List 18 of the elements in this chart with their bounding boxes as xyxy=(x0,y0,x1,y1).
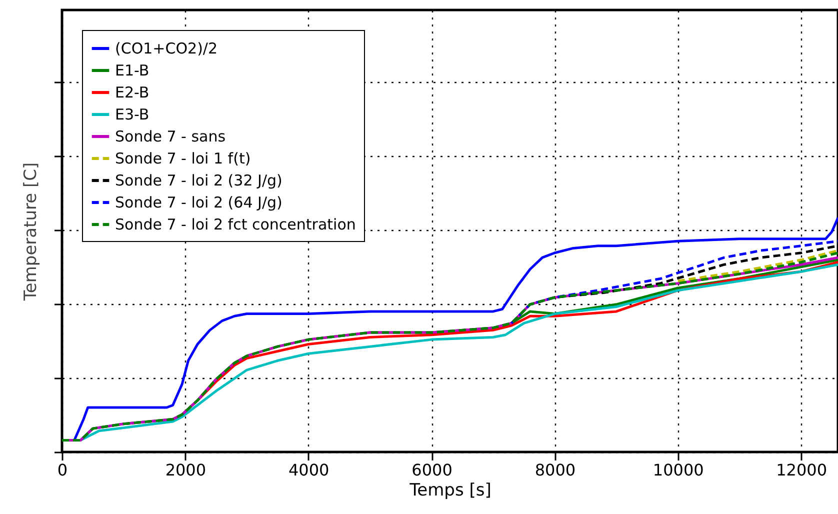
legend-label: (CO1+CO2)/2 xyxy=(115,40,218,58)
x-tick-label: 6000 xyxy=(412,460,452,480)
x-tick-label: 4000 xyxy=(288,460,330,480)
x-tick-label: 0 xyxy=(57,460,68,480)
legend-label: Sonde 7 - loi 1 f(t) xyxy=(115,150,251,168)
legend-label: E1-B xyxy=(115,62,150,80)
y-axis-title: Temperature [C] xyxy=(20,162,41,302)
legend-label: Sonde 7 - sans xyxy=(115,128,226,146)
x-tick-label: 10000 xyxy=(652,460,704,480)
legend-label: Sonde 7 - loi 2 (64 J/g) xyxy=(115,194,282,212)
x-tick-label: 12000 xyxy=(776,460,827,480)
legend-label: Sonde 7 - loi 2 fct concentration xyxy=(115,216,356,234)
x-axis-title: Temps [s] xyxy=(408,480,492,500)
legend-label: Sonde 7 - loi 2 (32 J/g) xyxy=(115,172,282,190)
x-tick-label: 2000 xyxy=(165,460,206,480)
legend-label: E2-B xyxy=(115,84,150,102)
legend-label: E3-B xyxy=(115,106,150,124)
x-tick-label: 8000 xyxy=(534,460,576,480)
